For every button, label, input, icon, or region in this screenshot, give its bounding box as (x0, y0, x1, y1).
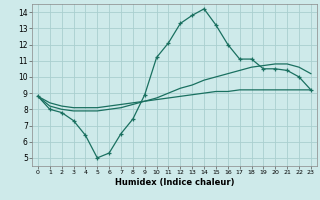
X-axis label: Humidex (Indice chaleur): Humidex (Indice chaleur) (115, 178, 234, 187)
